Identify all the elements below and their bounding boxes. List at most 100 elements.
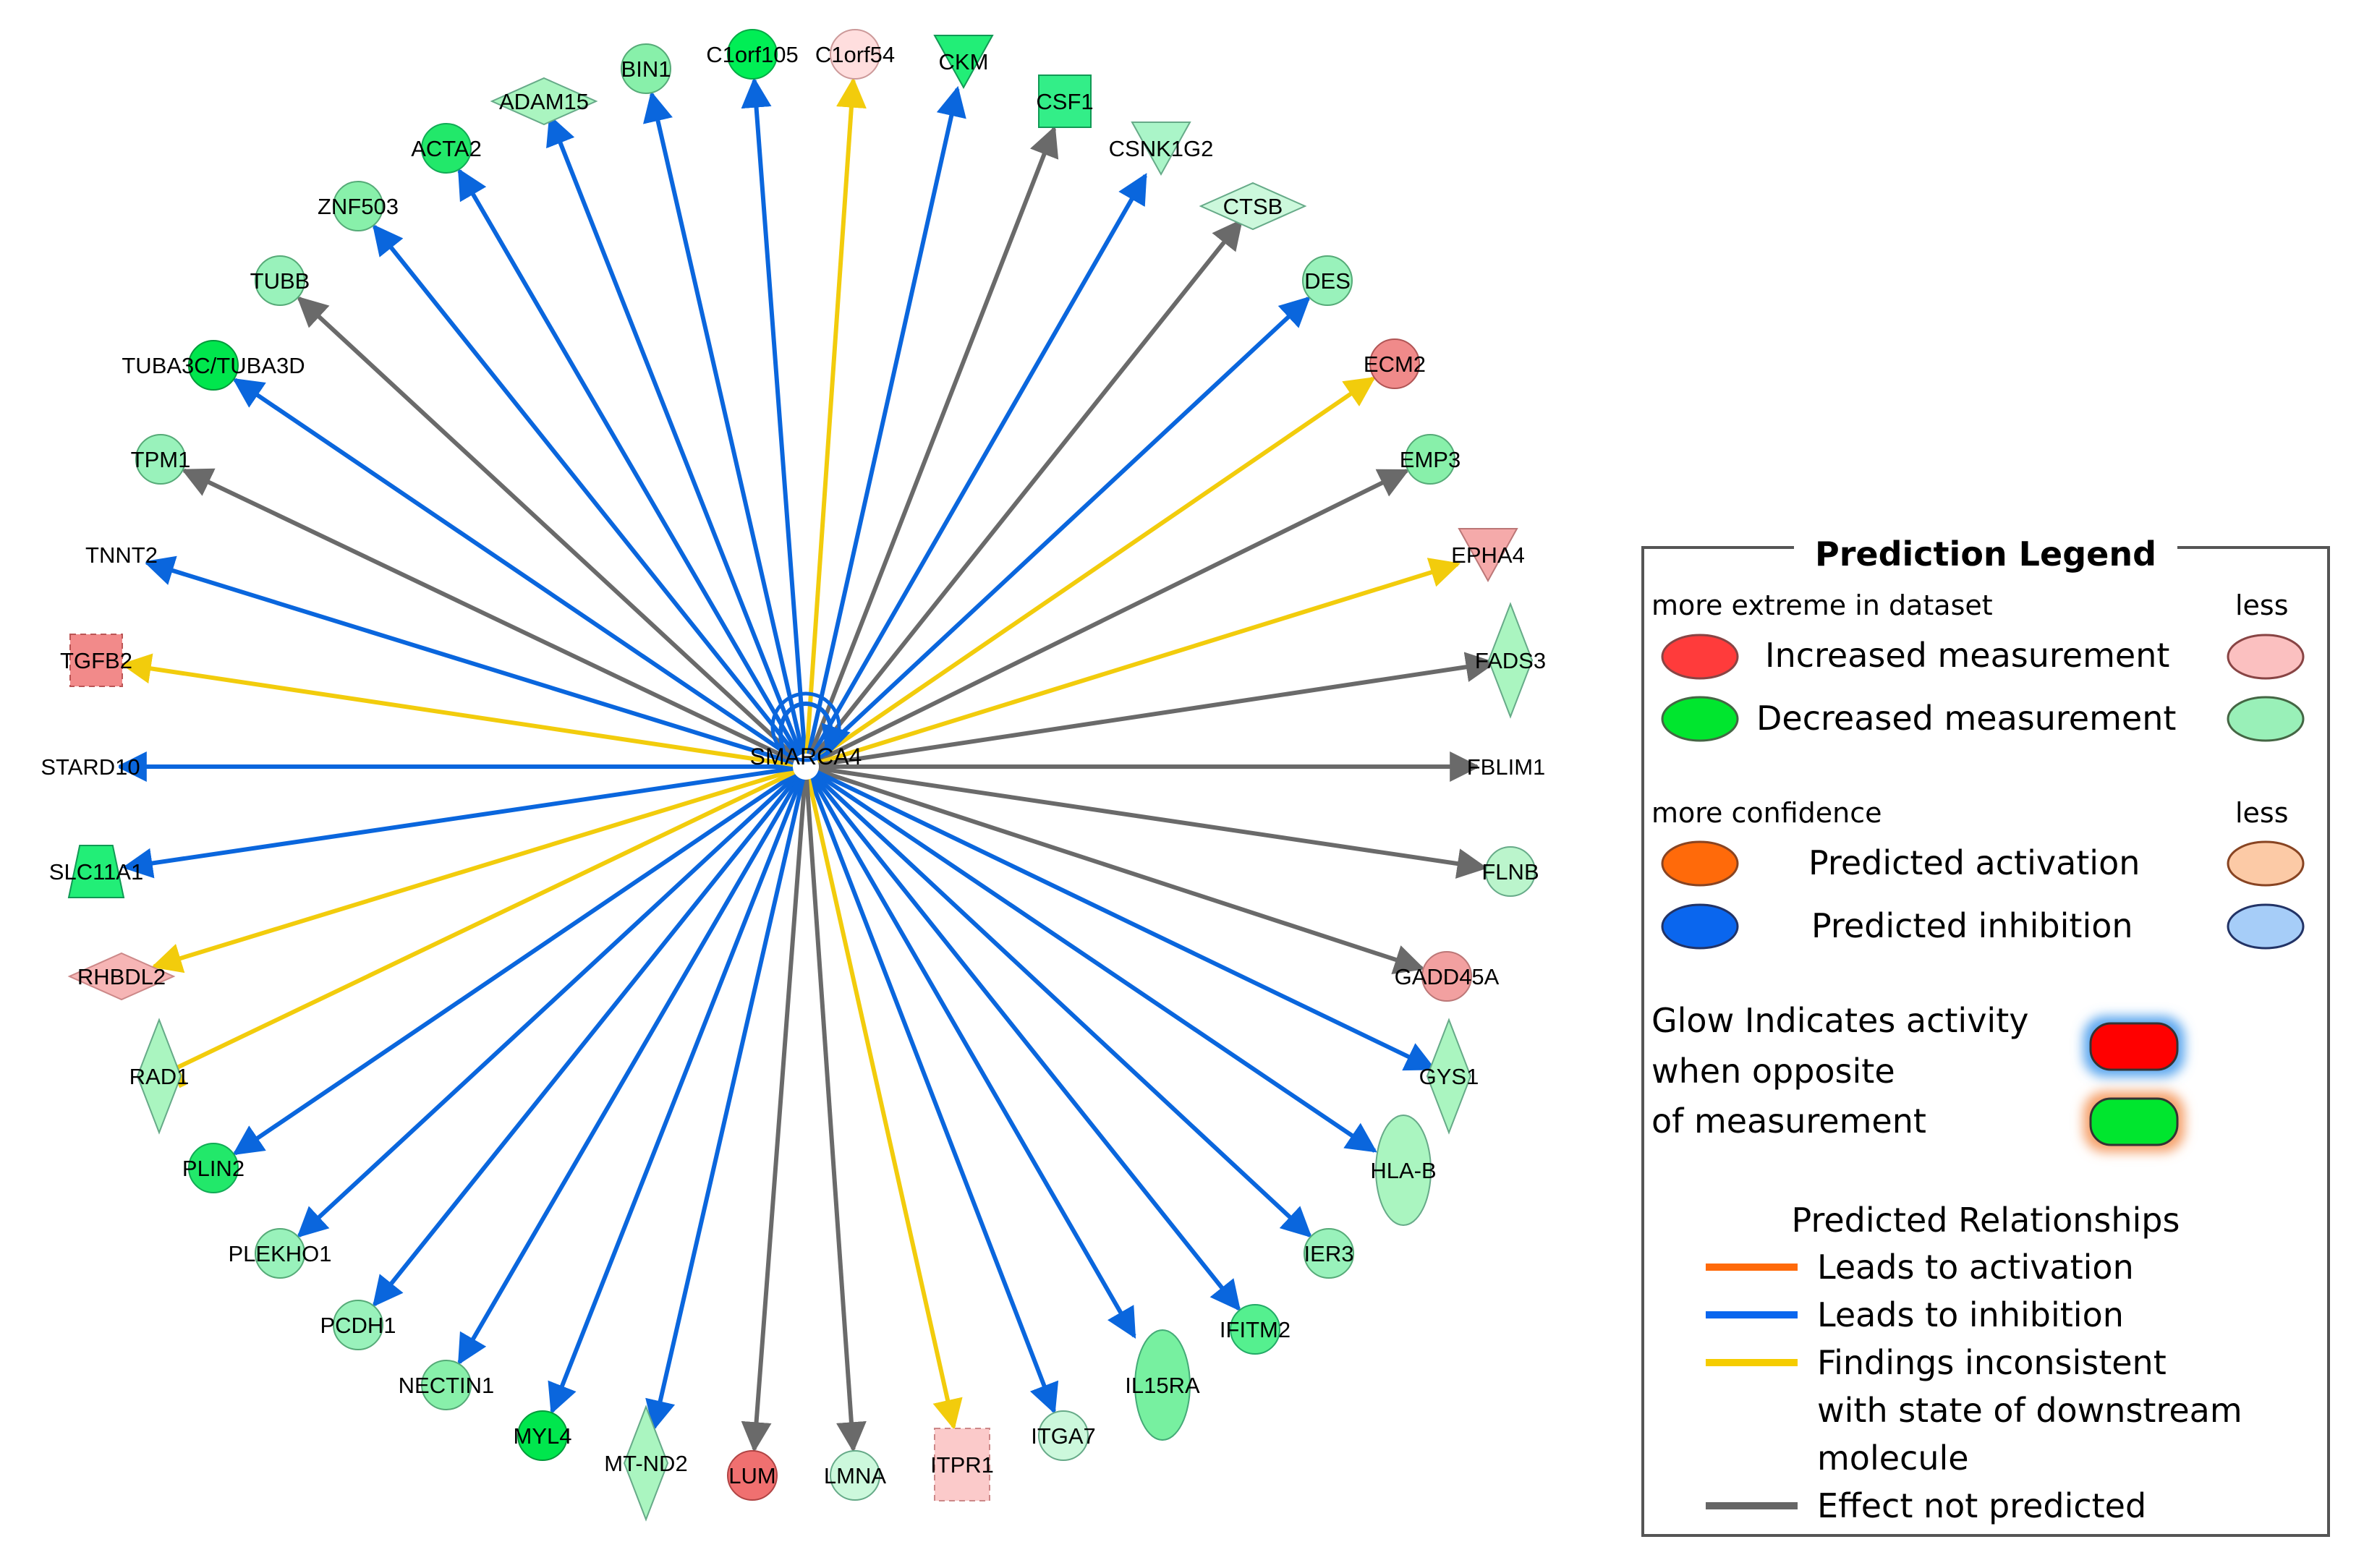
- edge-flnb[interactable]: [818, 766, 1488, 879]
- node-bin1[interactable]: BIN1: [621, 43, 671, 94]
- node-lmna[interactable]: LMNA: [824, 1450, 886, 1501]
- node-label-tpm1: TPM1: [131, 447, 191, 472]
- edge-tpm1[interactable]: [181, 468, 796, 763]
- node-znf503[interactable]: ZNF503: [318, 181, 399, 231]
- edge-c1orf54[interactable]: [804, 77, 867, 754]
- edge-tnnt2[interactable]: [143, 555, 794, 765]
- activation-strong-swatch: [1661, 840, 1739, 887]
- edge-adam15[interactable]: [546, 114, 804, 756]
- edge-lum[interactable]: [741, 779, 807, 1453]
- edge-tuba3c-tuba3d[interactable]: [232, 378, 796, 762]
- node-nectin1[interactable]: NECTIN1: [399, 1360, 495, 1410]
- node-acta2[interactable]: ACTA2: [411, 123, 482, 174]
- edge-itga7[interactable]: [808, 777, 1059, 1415]
- node-c1orf105[interactable]: C1orf105: [706, 29, 799, 80]
- node-tpm1[interactable]: TPM1: [131, 434, 191, 485]
- node-ier3[interactable]: IER3: [1304, 1228, 1354, 1279]
- node-tgfb2[interactable]: TGFB2: [60, 634, 132, 687]
- edge-des[interactable]: [814, 296, 1311, 759]
- node-csnk1g2[interactable]: CSNK1G2: [1109, 122, 1214, 176]
- edge-ifitm2[interactable]: [812, 775, 1241, 1312]
- center-node[interactable]: SMARCA4: [750, 743, 862, 770]
- node-label-des: DES: [1304, 268, 1351, 294]
- node-label-adam15: ADAM15: [499, 89, 589, 114]
- edge-nectin1[interactable]: [457, 777, 802, 1365]
- edge-rad1[interactable]: [163, 770, 796, 1088]
- edge-hla-b[interactable]: [815, 772, 1377, 1153]
- edge-itpr1[interactable]: [807, 778, 963, 1431]
- node-rad1[interactable]: RAD1: [129, 1018, 190, 1135]
- node-shape-adam15: [490, 77, 598, 126]
- node-des[interactable]: DES: [1302, 255, 1353, 306]
- edge-tgfb2[interactable]: [120, 653, 794, 767]
- legend-frame: [1641, 546, 2330, 1537]
- node-rhbdl2[interactable]: RHBDL2: [67, 952, 176, 1001]
- node-adam15[interactable]: ADAM15: [490, 77, 598, 126]
- node-gys1[interactable]: GYS1: [1419, 1018, 1479, 1135]
- edge-slc11a1[interactable]: [122, 766, 794, 879]
- node-lum[interactable]: LUM: [727, 1450, 778, 1501]
- edge-ctsb[interactable]: [812, 218, 1243, 758]
- node-epha4[interactable]: EPHA4: [1451, 528, 1525, 583]
- node-gadd45a[interactable]: GADD45A: [1395, 951, 1500, 1002]
- node-ecm2[interactable]: ECM2: [1364, 338, 1426, 389]
- edge-ecm2[interactable]: [815, 376, 1376, 762]
- edge-ckm[interactable]: [806, 85, 966, 755]
- edge-emp3[interactable]: [816, 469, 1410, 763]
- node-itga7[interactable]: ITGA7: [1031, 1410, 1096, 1461]
- node-itpr1[interactable]: ITPR1: [930, 1428, 994, 1501]
- edge-c1orf105[interactable]: [741, 77, 807, 754]
- edge-ier3[interactable]: [814, 774, 1312, 1238]
- node-plin2[interactable]: PLIN2: [182, 1143, 245, 1193]
- glow-line-2: when opposite: [1651, 1052, 1895, 1091]
- node-shape-csf1: [1038, 74, 1092, 128]
- node-csf1[interactable]: CSF1: [1036, 74, 1094, 128]
- node-shape-stard10: [62, 730, 119, 804]
- node-hla-b[interactable]: HLA-B: [1370, 1115, 1437, 1226]
- node-fblim1[interactable]: FBLIM1: [1467, 730, 1546, 804]
- node-il15ra[interactable]: IL15RA: [1125, 1329, 1200, 1441]
- edge-fads3[interactable]: [818, 652, 1497, 767]
- edge-plin2[interactable]: [232, 772, 796, 1156]
- node-tnnt2[interactable]: TNNT2: [85, 529, 158, 580]
- node-shape-bin1: [621, 43, 671, 94]
- edge-rhbdl2[interactable]: [151, 768, 794, 973]
- node-flnb[interactable]: FLNB: [1481, 846, 1539, 897]
- edge-il15ra[interactable]: [810, 777, 1136, 1339]
- node-ctsb[interactable]: CTSB: [1199, 182, 1307, 231]
- edge-plekho1[interactable]: [297, 774, 798, 1238]
- edge-tubb[interactable]: [297, 296, 798, 759]
- edge-znf503[interactable]: [372, 223, 800, 758]
- node-emp3[interactable]: EMP3: [1400, 434, 1461, 485]
- node-ckm[interactable]: CKM: [933, 35, 994, 90]
- node-mt-nd2[interactable]: MT-ND2: [604, 1405, 688, 1522]
- edge-bin1[interactable]: [643, 90, 805, 755]
- node-ifitm2[interactable]: IFITM2: [1220, 1304, 1291, 1355]
- node-tubb[interactable]: TUBB: [250, 255, 310, 306]
- node-tuba3c-tuba3d[interactable]: TUBA3C/TUBA3D: [122, 340, 305, 391]
- node-myl4[interactable]: MYL4: [514, 1410, 572, 1461]
- node-stard10[interactable]: STARD10: [41, 730, 140, 804]
- glow-swatch-1: [2089, 1022, 2179, 1071]
- self-loop-edge[interactable]: [778, 702, 851, 757]
- legend-title-bg: [1794, 528, 2177, 571]
- edge-lmna[interactable]: [804, 779, 867, 1453]
- node-c1orf54[interactable]: C1orf54: [815, 29, 895, 80]
- node-slc11a1[interactable]: SLC11A1: [49, 845, 143, 898]
- edge-gadd45a[interactable]: [817, 768, 1425, 975]
- node-fads3[interactable]: FADS3: [1475, 602, 1546, 719]
- edge-myl4[interactable]: [548, 777, 804, 1415]
- node-shape-slc11a1: [67, 845, 125, 898]
- edge-gys1[interactable]: [816, 770, 1437, 1071]
- edge-acta2[interactable]: [457, 168, 802, 757]
- edge-epha4[interactable]: [817, 558, 1461, 765]
- node-label-plin2: PLIN2: [182, 1156, 245, 1181]
- edge-csnk1g2[interactable]: [810, 173, 1147, 757]
- edge-csf1[interactable]: [808, 125, 1059, 756]
- node-pcdh1[interactable]: PCDH1: [320, 1300, 396, 1350]
- edge-pcdh1[interactable]: [372, 775, 800, 1308]
- node-plekho1[interactable]: PLEKHO1: [228, 1228, 332, 1279]
- edge-mt-nd2[interactable]: [645, 778, 805, 1431]
- node-label-rad1: RAD1: [129, 1064, 190, 1089]
- node-label-stard10: STARD10: [41, 754, 140, 780]
